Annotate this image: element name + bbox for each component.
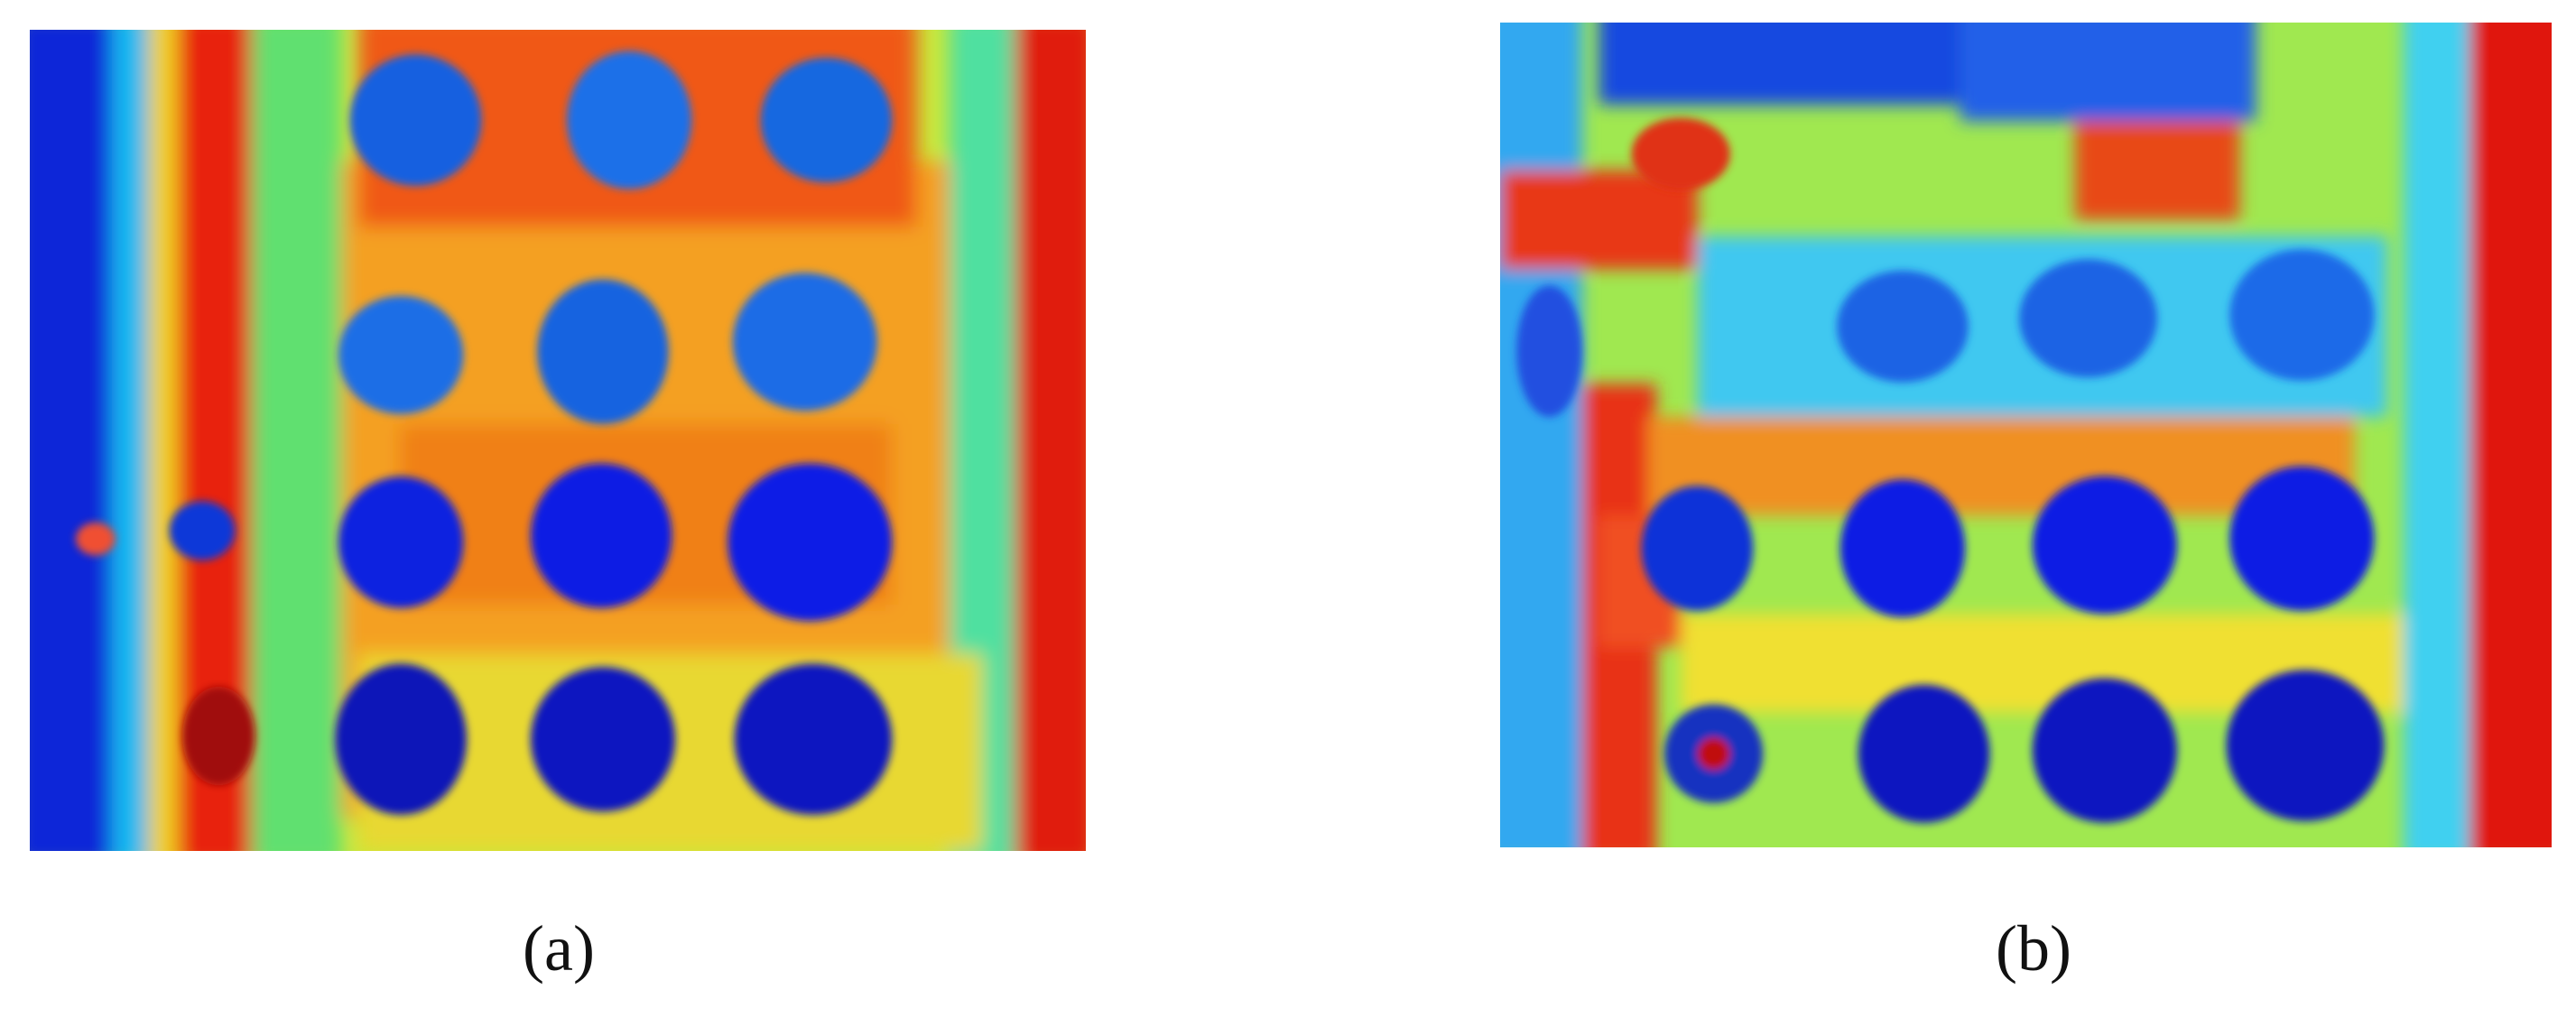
panel-label: (b) (1996, 912, 2071, 985)
heatmap-a (30, 30, 1086, 851)
panel-label: (a) (523, 912, 595, 985)
panel-a-image (30, 30, 1086, 851)
heatmap-b (1500, 23, 2552, 847)
panel-b-image (1500, 23, 2552, 847)
